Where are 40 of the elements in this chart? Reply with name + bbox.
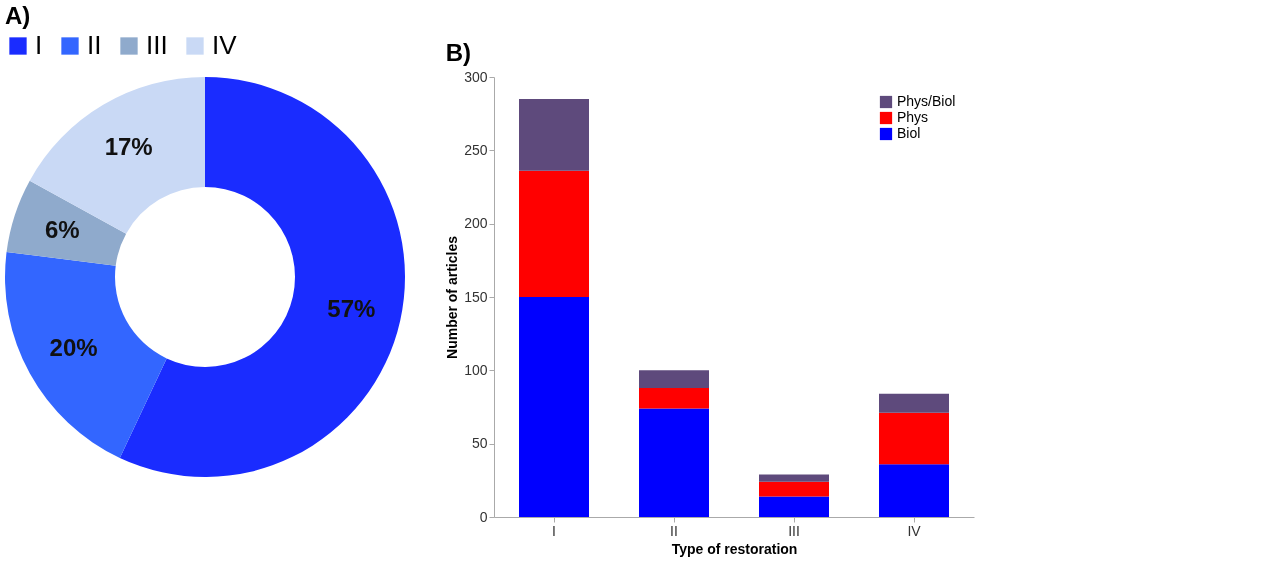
- chart-title: B): [445, 39, 471, 66]
- x-axis-title: Type of restoration: [671, 540, 798, 557]
- bar: [639, 370, 709, 388]
- x-tick-label: I: [552, 522, 556, 539]
- data-label: 57%: [327, 294, 376, 322]
- legend-label: I: [35, 30, 43, 60]
- legend-label: Phys: [897, 109, 929, 125]
- legend-label: Phys/Biol: [897, 93, 956, 109]
- bar: [879, 393, 949, 413]
- y-tick-label: 0: [479, 508, 488, 525]
- y-tick-label: 250: [464, 141, 488, 158]
- y-tick-label: 50: [471, 435, 488, 452]
- y-tick-label: 100: [464, 361, 488, 378]
- y-axis-title: Number of articles: [444, 235, 461, 359]
- legend-label: Biol: [897, 125, 921, 141]
- y-tick-label: 150: [464, 288, 488, 305]
- bar: [519, 170, 589, 297]
- bar: [759, 481, 829, 497]
- data-label: 20%: [49, 334, 98, 362]
- bar: [519, 99, 589, 171]
- x-tick-label: IV: [907, 522, 922, 539]
- bar: [879, 412, 949, 465]
- bar: [639, 408, 709, 517]
- bar: [879, 464, 949, 517]
- y-tick-label: 200: [464, 215, 488, 232]
- bar: [519, 297, 589, 517]
- bar: [639, 387, 709, 409]
- data-label: 17%: [104, 132, 153, 160]
- legend-label: II: [87, 30, 102, 60]
- bar: [759, 474, 829, 482]
- legend-label: III: [146, 30, 168, 60]
- x-tick-label: III: [788, 522, 800, 539]
- donut-slice: [6, 180, 127, 266]
- chart-title: A): [5, 2, 31, 29]
- x-tick-label: II: [670, 522, 678, 539]
- donut-slice: [5, 251, 167, 458]
- data-label: 6%: [45, 215, 80, 243]
- legend-label: IV: [212, 30, 238, 60]
- bar: [759, 496, 829, 517]
- y-tick-label: 300: [464, 68, 488, 85]
